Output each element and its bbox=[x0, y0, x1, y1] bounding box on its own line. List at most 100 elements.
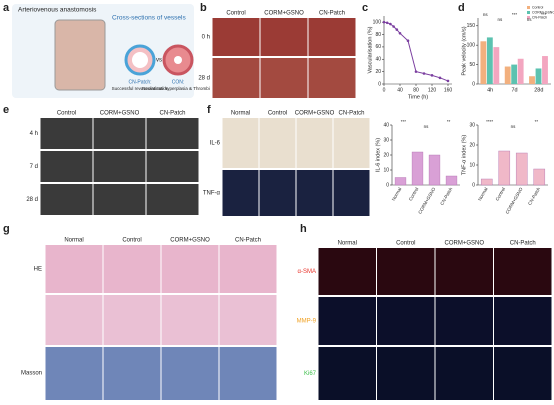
column-label: CN-Patch bbox=[338, 111, 364, 117]
row-label: TNF-α bbox=[203, 191, 221, 197]
significance: ** bbox=[447, 119, 451, 124]
y-axis-label: Peak velocity (cm/s) bbox=[461, 26, 467, 75]
bar bbox=[498, 150, 511, 186]
row-label: α-SMA bbox=[298, 269, 316, 275]
column-label: CORM+GSNO bbox=[170, 238, 210, 244]
point bbox=[392, 25, 395, 28]
significance: *** bbox=[401, 119, 407, 124]
row-label: Masson bbox=[21, 371, 42, 377]
row-label: 28 d bbox=[198, 76, 210, 82]
micrograph bbox=[161, 245, 219, 293]
micrograph bbox=[40, 118, 93, 149]
panel-letter: g bbox=[3, 223, 10, 235]
x-tick-label: 0 bbox=[383, 87, 386, 93]
point bbox=[446, 79, 450, 83]
micrograph bbox=[93, 151, 146, 182]
bar bbox=[533, 168, 546, 186]
panel-letter: f bbox=[207, 104, 211, 116]
micrograph bbox=[377, 297, 435, 345]
significance: **** bbox=[486, 119, 493, 124]
bar bbox=[411, 151, 424, 186]
column-label: CN-Patch bbox=[510, 241, 536, 247]
point bbox=[385, 21, 389, 25]
micrograph bbox=[212, 58, 260, 98]
bar bbox=[517, 58, 524, 84]
y-tick-label: 150 bbox=[467, 23, 476, 29]
x-tick-label: 120 bbox=[428, 87, 437, 93]
micrograph bbox=[219, 295, 277, 345]
column-label: Control bbox=[226, 11, 245, 17]
micrograph bbox=[40, 184, 93, 215]
point bbox=[406, 39, 410, 43]
column-label: CORM+GSNO bbox=[264, 11, 304, 17]
column-label: CN-Patch bbox=[159, 111, 185, 117]
micrograph bbox=[259, 118, 296, 168]
y-tick-label: 20 bbox=[375, 69, 381, 75]
micrograph bbox=[318, 297, 376, 345]
row-label: 0 h bbox=[202, 35, 210, 41]
column-label: Normal bbox=[338, 241, 357, 247]
micrograph bbox=[260, 18, 308, 56]
bar bbox=[529, 76, 535, 84]
lumen bbox=[174, 56, 182, 64]
x-tick-label: 80 bbox=[413, 87, 419, 93]
micrograph bbox=[296, 118, 333, 168]
legend-swatch bbox=[527, 6, 530, 9]
micrograph bbox=[161, 295, 219, 345]
x-tick-label: Control bbox=[495, 187, 507, 202]
y-tick-label: 0 bbox=[386, 182, 389, 188]
y-tick-label: 10 bbox=[469, 162, 475, 168]
micrograph bbox=[296, 170, 333, 216]
micrograph bbox=[377, 248, 435, 295]
row-label: Ki67 bbox=[304, 371, 317, 377]
bar bbox=[511, 64, 518, 84]
significance: *** bbox=[541, 12, 547, 17]
y-tick-label: 100 bbox=[373, 20, 382, 26]
micrograph bbox=[333, 170, 370, 216]
legend-label: CN-Patch bbox=[532, 15, 547, 19]
micrograph bbox=[377, 347, 435, 400]
micrograph bbox=[212, 18, 260, 56]
micrograph bbox=[435, 347, 493, 400]
row-label: HE bbox=[34, 267, 42, 273]
bar bbox=[480, 178, 493, 186]
micrograph bbox=[318, 347, 376, 400]
micrograph bbox=[219, 245, 277, 293]
row-label: 7 d bbox=[30, 164, 38, 170]
micrograph bbox=[494, 297, 552, 345]
vessel-illustration bbox=[54, 19, 106, 91]
point bbox=[395, 28, 399, 31]
y-tick-label: 100 bbox=[467, 43, 476, 49]
micrograph bbox=[45, 295, 103, 345]
micrograph bbox=[103, 295, 161, 345]
column-label: Normal bbox=[231, 111, 250, 117]
x-tick-label: 4h bbox=[487, 87, 493, 93]
lumen bbox=[132, 52, 148, 68]
significance: ns bbox=[483, 12, 489, 17]
y-tick-label: 80 bbox=[375, 32, 381, 38]
micrograph bbox=[103, 347, 161, 400]
bar bbox=[535, 68, 542, 84]
point bbox=[398, 32, 402, 35]
panel-letter: c bbox=[362, 2, 368, 14]
micrograph bbox=[103, 245, 161, 293]
column-label: CN-Patch bbox=[319, 11, 345, 17]
y-tick-label: 60 bbox=[375, 44, 381, 50]
x-tick-label: 7d bbox=[511, 87, 517, 93]
bar bbox=[486, 37, 493, 84]
y-tick-label: 40 bbox=[383, 122, 389, 128]
panel-letter: e bbox=[3, 104, 9, 116]
y-axis-label: TNF-α index (%) bbox=[461, 135, 467, 176]
panel-letter: a bbox=[3, 2, 10, 14]
significance: ns bbox=[511, 124, 517, 129]
micrograph bbox=[222, 118, 259, 168]
micrograph bbox=[318, 248, 376, 295]
x-axis-label: Time (h) bbox=[408, 94, 428, 100]
x-tick-label: 40 bbox=[397, 87, 403, 93]
x-tick-label: Normal bbox=[477, 187, 489, 202]
column-label: Normal bbox=[64, 238, 83, 244]
column-label: Control bbox=[122, 238, 141, 244]
panel-letter: h bbox=[300, 223, 307, 235]
bar bbox=[542, 56, 548, 84]
